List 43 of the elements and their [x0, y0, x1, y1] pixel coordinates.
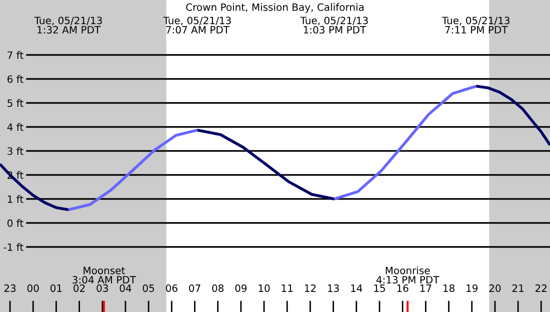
x-tick-label: 18	[444, 284, 454, 292]
annotation: Tue, 05/21/13 1:03 PM PDT	[300, 16, 368, 34]
line-series	[196, 128, 336, 200]
x-tick-label: 00	[27, 284, 39, 292]
x-tick-label: 15	[374, 284, 385, 292]
x-tick-label: 16	[397, 284, 408, 292]
line-series	[0, 162, 70, 212]
x-tick-label: 20	[489, 284, 501, 292]
x-tick-label: 04	[120, 284, 132, 292]
line-series	[333, 84, 478, 200]
x-tick-label: 10	[258, 284, 270, 292]
x-tick-label: 09	[235, 284, 247, 292]
annotation: Tue, 05/21/13 7:07 AM PDT	[163, 16, 231, 34]
y-tick-label: 3 ft	[8, 147, 24, 155]
annotation: Moonset 3:04 AM PDT	[72, 266, 136, 284]
y-tick-label: 7 ft	[8, 51, 24, 59]
annotation: Tue, 05/21/13 1:32 AM PDT	[34, 16, 102, 34]
y-tick-label: 0 ft	[7, 219, 24, 227]
x-tick-label: 12	[304, 284, 316, 292]
x-tick-label: 13	[328, 284, 339, 292]
x-tick-label: 22	[536, 284, 547, 292]
x-tick-label: 14	[351, 284, 362, 292]
chart-title: Crown Point, Mission Bay, California	[186, 3, 364, 13]
y-tick-label: 4 ft	[7, 123, 24, 131]
y-tick-label: 1 ft	[8, 195, 24, 203]
x-tick-label: 05	[142, 284, 154, 292]
y-tick-label: -1 ft	[4, 243, 24, 251]
x-tick-label: 23	[4, 284, 16, 292]
line-series	[67, 128, 199, 212]
annotation: Tue, 05/21/13 7:11 PM PDT	[442, 16, 510, 34]
x-tick-label: 07	[189, 284, 200, 292]
x-tick-label: 08	[212, 284, 224, 292]
annotation: Moonrise 4:13 PM PDT	[376, 266, 440, 284]
x-tick-label: 21	[512, 284, 524, 292]
y-tick-label: 6 ft	[8, 75, 24, 83]
x-tick-label: 01	[50, 284, 62, 292]
x-tick-label: 06	[166, 284, 178, 292]
x-tick-label: 17	[420, 284, 432, 292]
x-tick-label: 19	[466, 284, 478, 292]
x-tick-label: 11	[282, 284, 293, 292]
x-tick-label: 03	[96, 284, 108, 292]
x-tick-label: 02	[74, 284, 85, 292]
y-tick-label: 5 ft	[8, 99, 24, 107]
